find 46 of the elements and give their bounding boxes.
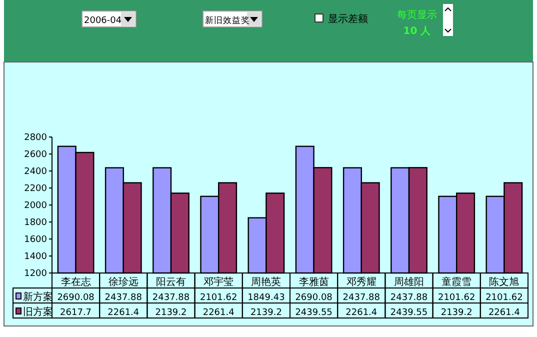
x-tick-label: 陈文旭 <box>489 276 520 288</box>
text: 每页显示 <box>397 9 437 21</box>
y-tick-label: 2600 <box>24 150 48 160</box>
x-tick-label: 徐珍远 <box>108 276 138 288</box>
text: 新旧效益奖 <box>205 15 250 26</box>
data-label: 2617.7 <box>60 308 92 318</box>
data-label: 2439.55 <box>390 308 428 318</box>
y-tick-label: 2200 <box>24 184 48 194</box>
data-label: 2261.4 <box>346 308 378 318</box>
x-tick-label: 李在志 <box>60 276 91 288</box>
y-tick-label: 1800 <box>24 218 48 228</box>
x-tick-label: 周艳英 <box>251 276 282 288</box>
text: 10 人 <box>403 25 432 37</box>
y-tick-label: 1600 <box>24 235 48 245</box>
y-tick-label: 2800 <box>24 133 48 143</box>
x-tick-label: 童霞雪 <box>442 276 472 288</box>
data-label: 2437.88 <box>342 293 380 303</box>
y-tick-label: 2000 <box>24 201 48 211</box>
legend-label: 新方案 <box>23 291 53 303</box>
x-tick-label: 李雅茵 <box>298 276 329 288</box>
data-label: 2690.08 <box>57 293 95 303</box>
y-tick-label: 1200 <box>24 269 48 279</box>
x-tick-label: 邓宇莹 <box>204 276 234 288</box>
data-label: 1849.43 <box>248 293 285 303</box>
data-label: 2439.55 <box>295 308 332 318</box>
text: 显示差额 <box>328 13 368 25</box>
text: 2006-04 <box>84 16 122 26</box>
data-label: 2101.62 <box>486 293 523 303</box>
x-tick-label: 阳云有 <box>156 276 186 288</box>
data-label: 2437.88 <box>152 293 190 303</box>
x-tick-label: 邓秀耀 <box>346 276 376 288</box>
x-tick-label: 周雄阳 <box>394 276 424 288</box>
data-label: 2101.62 <box>438 293 476 303</box>
data-label: 2437.88 <box>390 293 428 303</box>
y-tick-label: 1400 <box>24 252 48 262</box>
data-label: 2261.4 <box>202 308 235 318</box>
data-label: 2690.08 <box>295 293 333 303</box>
data-label: 2139.2 <box>250 308 282 318</box>
legend-label: 旧方案 <box>23 306 53 318</box>
data-label: 2437.88 <box>104 293 142 303</box>
data-label: 2139.2 <box>440 308 472 318</box>
data-label: 2261.4 <box>108 308 140 318</box>
data-label: 2139.2 <box>155 308 187 318</box>
data-label: 2101.62 <box>200 293 238 303</box>
data-label: 2261.4 <box>488 308 520 318</box>
y-tick-label: 2400 <box>24 167 48 177</box>
